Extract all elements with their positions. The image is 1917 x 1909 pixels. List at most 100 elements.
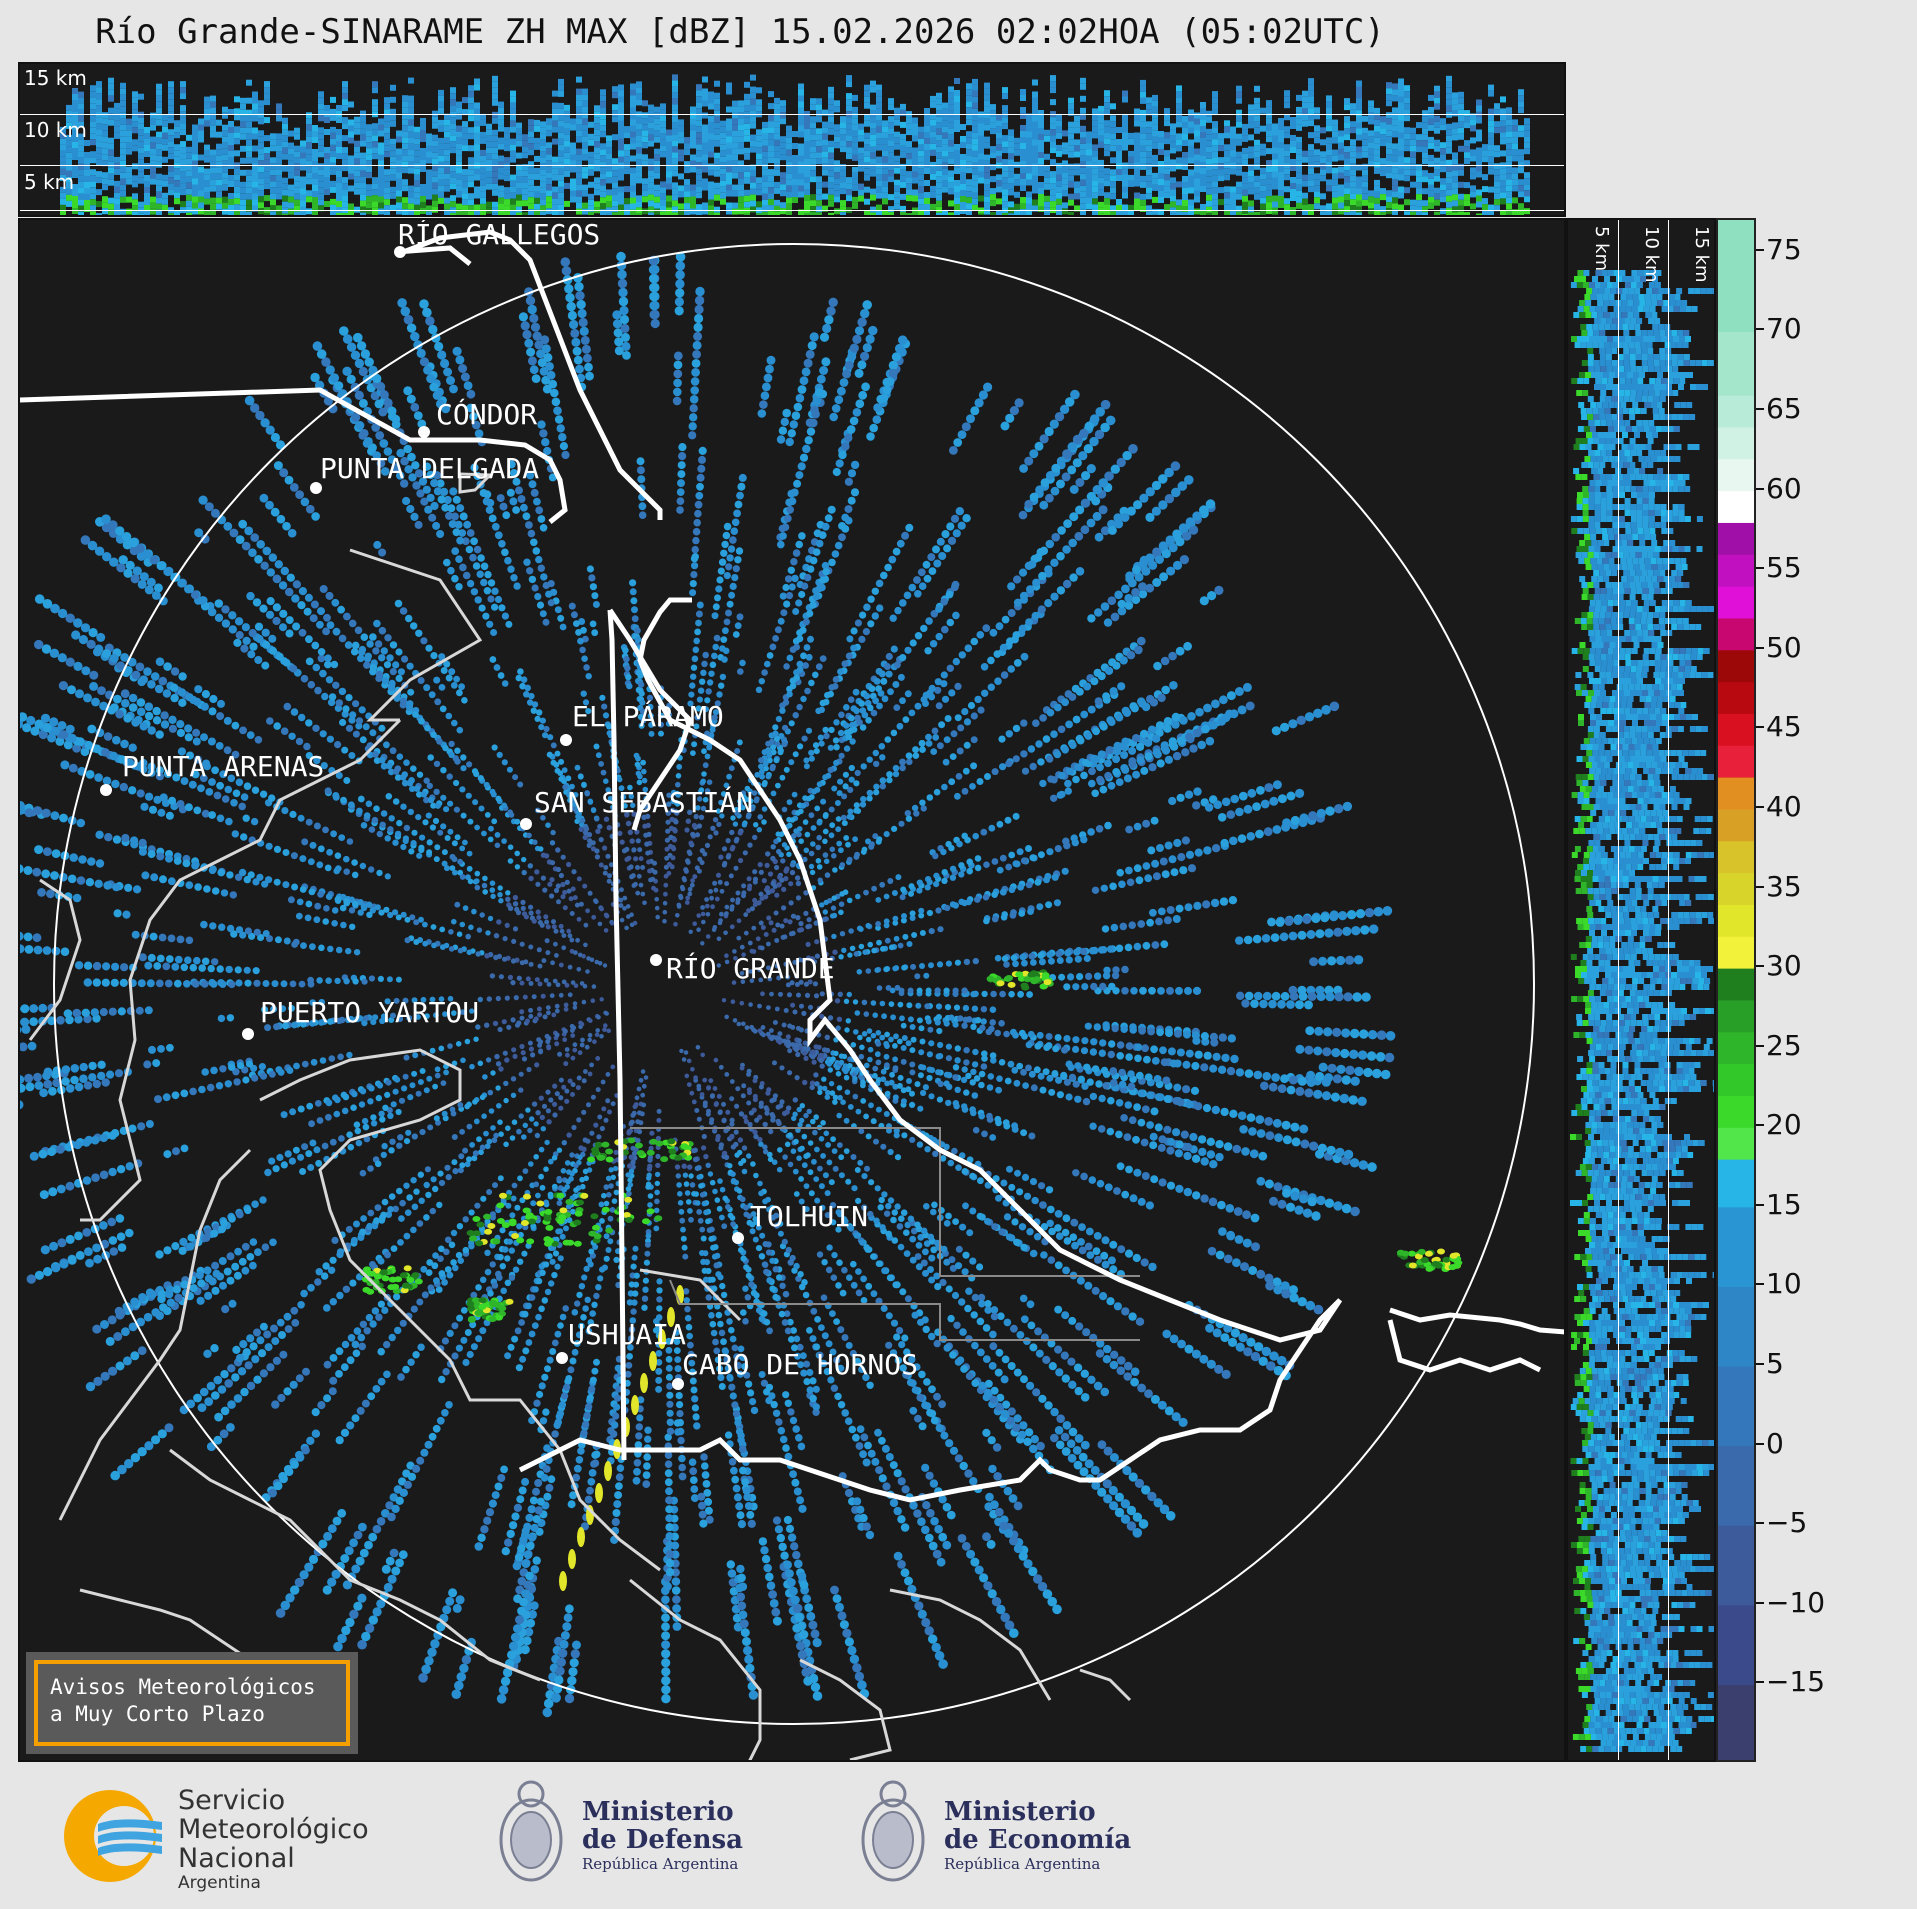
cross-section-pixel [966,119,972,126]
cross-section-pixel [840,188,846,195]
cross-section-pixel [438,143,444,150]
cross-section-pixel [1032,91,1038,98]
cross-section-pixel [60,204,66,211]
cross-section-pixel [72,88,78,94]
cross-section-pixel [498,107,504,114]
cross-section-pixel [1032,181,1038,188]
cross-section-pixel [246,205,252,212]
cross-section-pixel [450,105,456,112]
cross-section-pixel [1290,141,1296,147]
cross-section-pixel [462,109,468,116]
cross-section-pixel [1380,128,1386,135]
cross-section-pixel [450,183,456,190]
cross-section-pixel [342,177,348,184]
echo-pixel [571,337,581,347]
cross-section-pixel [1146,127,1152,134]
cross-section-pixel [1308,114,1314,121]
echo-pixel [547,1475,556,1484]
cross-section-pixel [1146,109,1152,116]
cross-section-pixel [222,178,228,185]
cross-section-pixel [294,133,300,140]
echo-pixel [809,1377,817,1385]
cross-section-pixel [1086,173,1092,180]
cross-section-pixel [504,127,510,134]
cross-section-pixel [432,182,438,189]
echo-pixel [787,919,793,925]
echo-pixel [119,782,128,792]
cross-section-pixel [318,97,324,104]
cross-section-pixel [1326,209,1332,215]
cross-section-pixel [1062,208,1068,215]
echo-pixel [1219,695,1228,705]
cross-section-pixel [1014,137,1020,144]
cross-section-pixel [984,202,990,209]
cross-section-pixel [1272,141,1278,148]
cross-section-pixel [1152,178,1158,185]
cross-section-pixel [120,196,126,203]
cross-section-pixel [294,181,300,188]
cross-section-pixel [1350,145,1356,152]
cross-section-pixel [1242,159,1248,166]
cross-section-pixel [1308,186,1314,193]
echo-pixel [209,694,218,704]
cross-section-pixel [1512,179,1518,186]
cross-section-pixel [90,109,96,116]
cross-section-pixel [870,170,876,177]
cross-section-pixel [786,185,792,192]
cross-section-pixel [1386,124,1392,131]
cross-section-pixel [1308,156,1314,163]
cross-section-pixel [60,156,66,163]
cross-section-pixel [906,183,912,190]
cross-section-pixel [60,198,66,205]
cross-section-pixel [150,202,156,209]
cross-section-pixel [1008,189,1014,196]
cross-section-pixel [1344,188,1350,195]
cross-section-pixel [672,188,678,195]
cross-section-pixel [486,123,492,130]
cross-section-pixel [582,124,588,131]
cross-section-pixel [1488,108,1494,115]
cross-section-pixel [1236,85,1242,92]
cross-section-pixel [1020,185,1026,191]
cross-section-pixel [1326,95,1332,102]
cross-section-pixel [1170,183,1176,190]
cross-section-pixel [786,203,792,210]
cross-section-pixel [1236,163,1242,170]
cross-section-pixel [654,106,660,113]
cross-section-pixel [330,180,336,187]
cross-section-pixel [414,138,420,145]
cross-section-pixel [1224,144,1230,151]
cross-section-pixel [90,181,96,188]
cross-section-pixel [1266,136,1272,143]
cross-section-pixel [600,179,606,186]
cross-section-pixel [864,198,870,205]
cross-section-pixel [444,149,450,156]
cross-section-pixel [366,196,372,203]
cross-section-pixel [732,202,738,209]
cross-section-pixel [600,131,606,138]
cross-section-pixel [660,193,666,200]
cross-section-pixel [738,208,744,215]
cross-section-pixel [858,147,864,154]
cross-section-pixel [552,108,558,115]
cross-section-pixel [1248,176,1254,183]
cross-section-pixel [942,120,948,127]
cross-section-pixel [432,200,438,207]
cross-section-pixel [708,151,714,158]
cross-section-pixel [276,175,282,182]
cross-section-pixel [78,115,84,122]
cross-section-pixel [642,160,648,167]
cross-section-pixel [1470,125,1476,132]
cross-section-pixel [510,108,516,115]
cross-section-pixel [510,138,516,145]
cross-section-pixel [270,163,276,170]
cross-section-pixel [216,149,222,156]
echo-pixel [528,1046,534,1052]
cross-section-pixel [1422,122,1428,129]
cross-section-pixel [114,102,120,109]
cross-section-pixel [1218,187,1224,194]
cross-section-pixel [1416,188,1422,195]
cross-section-pixel [1380,194,1386,201]
echo-pixel [717,567,725,575]
echo-pixel [720,549,728,557]
